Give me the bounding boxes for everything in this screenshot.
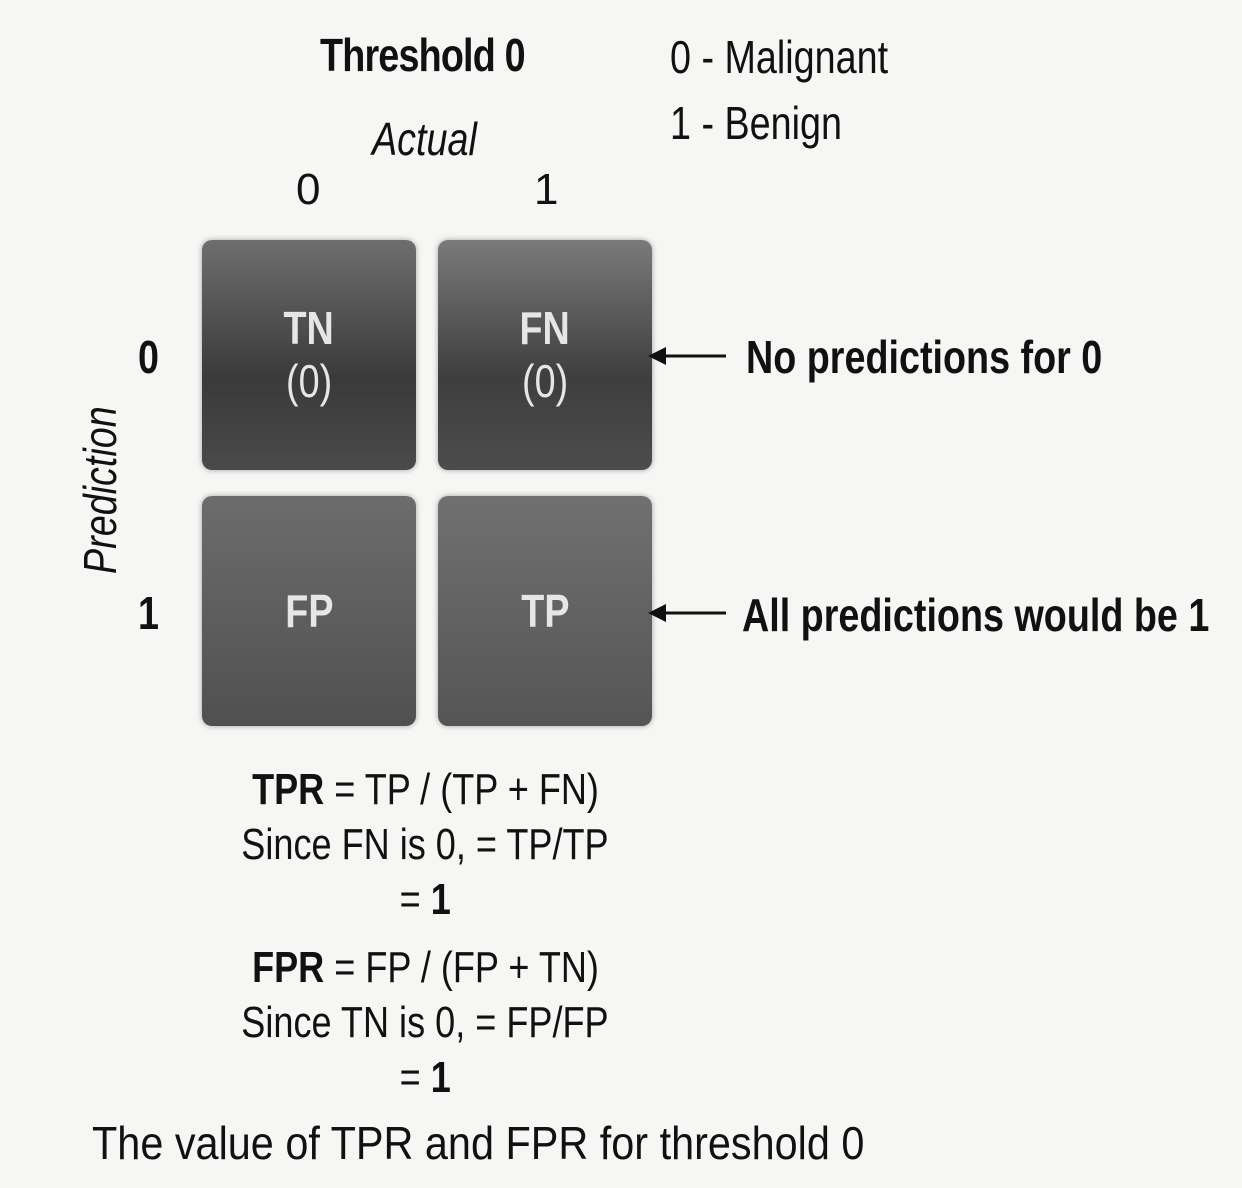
tpr-explanation: Since FN is 0, = TP/TP	[180, 823, 670, 867]
row-0-annotation: No predictions for 0	[746, 331, 1103, 383]
fpr-result-prefix: =	[399, 1053, 421, 1102]
fpr-formula: FPR = FP / (FP + TN)	[180, 946, 670, 990]
prediction-row-0-label: 0	[138, 331, 159, 383]
fpr-result: = 1	[180, 1056, 670, 1100]
figure-caption: The value of TPR and FPR for threshold 0	[92, 1117, 865, 1169]
matrix-cell-fn: FN (0)	[438, 240, 652, 470]
fpr-since-text: Since TN is 0, = FP/FP	[241, 998, 609, 1047]
prediction-row-1-label: 1	[138, 587, 159, 639]
legend-malignant: 0 - Malignant	[670, 31, 889, 83]
actual-axis-label: Actual	[372, 113, 477, 165]
matrix-cell-tn: TN (0)	[202, 240, 416, 470]
cell-fp-label: FP	[284, 584, 334, 637]
tpr-result-prefix: =	[399, 875, 421, 924]
cell-fn-label: FN	[519, 302, 571, 355]
arrow-left-icon	[648, 347, 726, 365]
fpr-explanation: Since TN is 0, = FP/FP	[180, 1001, 670, 1045]
diagram-title: Threshold 0	[320, 29, 526, 81]
tpr-equation: = TP / (TP + FN)	[333, 765, 599, 814]
legend-benign: 1 - Benign	[670, 97, 842, 149]
cell-fn-count: (0)	[521, 355, 569, 407]
prediction-axis-label: Prediction	[74, 406, 126, 574]
matrix-cell-tp: TP	[438, 496, 652, 726]
arrow-left-icon	[648, 604, 726, 622]
tpr-result-value: 1	[430, 875, 451, 924]
cell-tn-count: (0)	[285, 355, 333, 407]
tpr-since-text: Since FN is 0, = TP/TP	[241, 820, 609, 869]
matrix-cell-fp: FP	[202, 496, 416, 726]
tpr-name: TPR	[251, 765, 324, 814]
row-1-annotation: All predictions would be 1	[742, 589, 1210, 641]
actual-column-0-label: 0	[296, 165, 321, 214]
cell-tp-label: TP	[520, 584, 570, 637]
actual-column-1-label: 1	[534, 165, 559, 214]
fpr-name: FPR	[251, 943, 324, 992]
tpr-formula: TPR = TP / (TP + FN)	[180, 768, 670, 812]
tpr-result: = 1	[180, 878, 670, 922]
fpr-equation: = FP / (FP + TN)	[333, 943, 599, 992]
cell-tn-label: TN	[283, 302, 335, 355]
fpr-result-value: 1	[430, 1053, 451, 1102]
